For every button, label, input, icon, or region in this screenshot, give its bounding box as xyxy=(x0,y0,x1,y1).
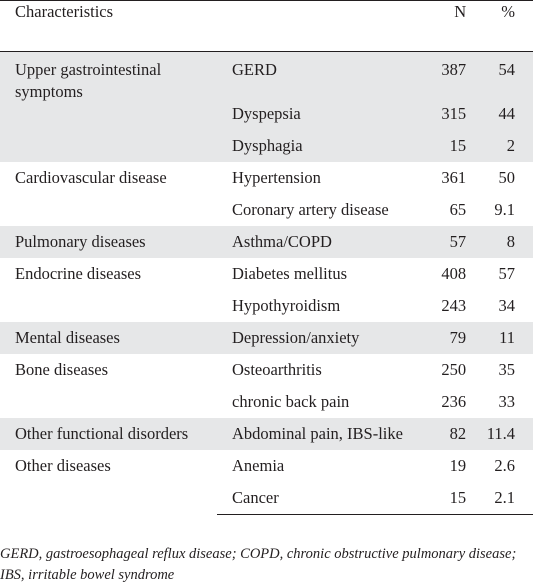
n-cell: 65 xyxy=(422,194,474,226)
group-cell: Endocrine diseases xyxy=(0,258,217,322)
header-characteristics: Characteristics xyxy=(0,0,423,52)
table-header-row: Characteristics N % xyxy=(0,0,533,52)
percent-cell: 33 xyxy=(473,386,533,418)
percent-cell: 50 xyxy=(473,162,533,194)
table-row: Hypothyroidism 243 34 xyxy=(0,290,533,322)
group-cell: Other functional disorders xyxy=(0,418,217,450)
percent-cell: 2 xyxy=(473,130,533,162)
table-row: Other diseases Anemia 19 2.6 xyxy=(0,450,533,515)
percent-cell: 2.1 xyxy=(473,482,533,515)
table-row: Cardiovascular disease Hypertension 361 … xyxy=(0,162,533,226)
n-cell: 57 xyxy=(422,226,474,258)
table-row: Other functional disorders Abdominal pai… xyxy=(0,418,533,450)
percent-cell: 9.1 xyxy=(473,194,533,226)
n-cell: 250 xyxy=(422,354,474,386)
percent-cell: 57 xyxy=(473,258,533,290)
table-row: Pulmonary diseases Asthma/COPD 57 8 xyxy=(0,226,533,258)
table-row: Mental diseases Depression/anxiety 79 11 xyxy=(0,322,533,354)
table-row: Bone diseases Osteoarthritis 250 35 xyxy=(0,354,533,418)
characteristics-table: Characteristics N % Upper gastrointestin… xyxy=(0,0,533,515)
percent-cell: 44 xyxy=(473,86,533,130)
n-cell: 19 xyxy=(422,450,474,482)
condition-cell: GERD xyxy=(217,51,423,86)
condition-cell: Osteoarthritis xyxy=(217,354,423,386)
percent-cell: 2.6 xyxy=(473,450,533,482)
group-cell: Mental diseases xyxy=(0,322,217,354)
condition-cell: Depression/anxiety xyxy=(217,322,423,354)
condition-cell: Asthma/COPD xyxy=(217,226,423,258)
table-row: chronic back pain 236 33 xyxy=(0,386,533,418)
condition-cell: Hypertension xyxy=(217,162,423,194)
table-row: Endocrine diseases Diabetes mellitus 408… xyxy=(0,258,533,322)
percent-cell: 8 xyxy=(473,226,533,258)
condition-cell: Abdominal pain, IBS-like xyxy=(217,418,423,450)
condition-cell: Hypothyroidism xyxy=(217,290,423,322)
group-cell: Cardiovascular disease xyxy=(0,162,217,226)
condition-cell: Coronary artery disease xyxy=(217,194,423,226)
n-cell: 236 xyxy=(422,386,474,418)
group-cell: Other diseases xyxy=(0,450,217,515)
condition-cell: Cancer xyxy=(217,482,423,515)
table-row: Coronary artery disease 65 9.1 xyxy=(0,194,533,226)
percent-cell: 11 xyxy=(473,322,533,354)
group-cell: Bone diseases xyxy=(0,354,217,418)
condition-cell: Anemia xyxy=(217,450,423,482)
condition-cell: Dyspepsia xyxy=(217,86,423,130)
percent-cell: 54 xyxy=(473,51,533,86)
table-row: Dyspepsia 315 44 xyxy=(0,86,533,130)
n-cell: 387 xyxy=(422,51,474,86)
percent-cell: 34 xyxy=(473,290,533,322)
table-row: Cancer 15 2.1 xyxy=(0,482,533,515)
n-cell: 15 xyxy=(422,482,474,515)
group-cell: Pulmonary diseases xyxy=(0,226,217,258)
percent-cell: 11.4 xyxy=(473,418,533,450)
n-cell: 408 xyxy=(422,258,474,290)
table-row: Upper gastrointestinal symptoms GERD 387… xyxy=(0,51,533,162)
n-cell: 15 xyxy=(422,130,474,162)
n-cell: 243 xyxy=(422,290,474,322)
n-cell: 82 xyxy=(422,418,474,450)
table-footnote: GERD, gastroesophageal reflux disease; C… xyxy=(0,546,517,583)
group-cell: Upper gastrointestinal symptoms xyxy=(0,51,217,162)
percent-cell: 35 xyxy=(473,354,533,386)
header-percent: % xyxy=(473,0,533,52)
n-cell: 361 xyxy=(422,162,474,194)
condition-cell: Diabetes mellitus xyxy=(217,258,423,290)
condition-cell: chronic back pain xyxy=(217,386,423,418)
n-cell: 79 xyxy=(422,322,474,354)
n-cell: 315 xyxy=(422,86,474,130)
header-n: N xyxy=(422,0,474,52)
table-row: Dysphagia 15 2 xyxy=(0,130,533,162)
condition-cell: Dysphagia xyxy=(217,130,423,162)
